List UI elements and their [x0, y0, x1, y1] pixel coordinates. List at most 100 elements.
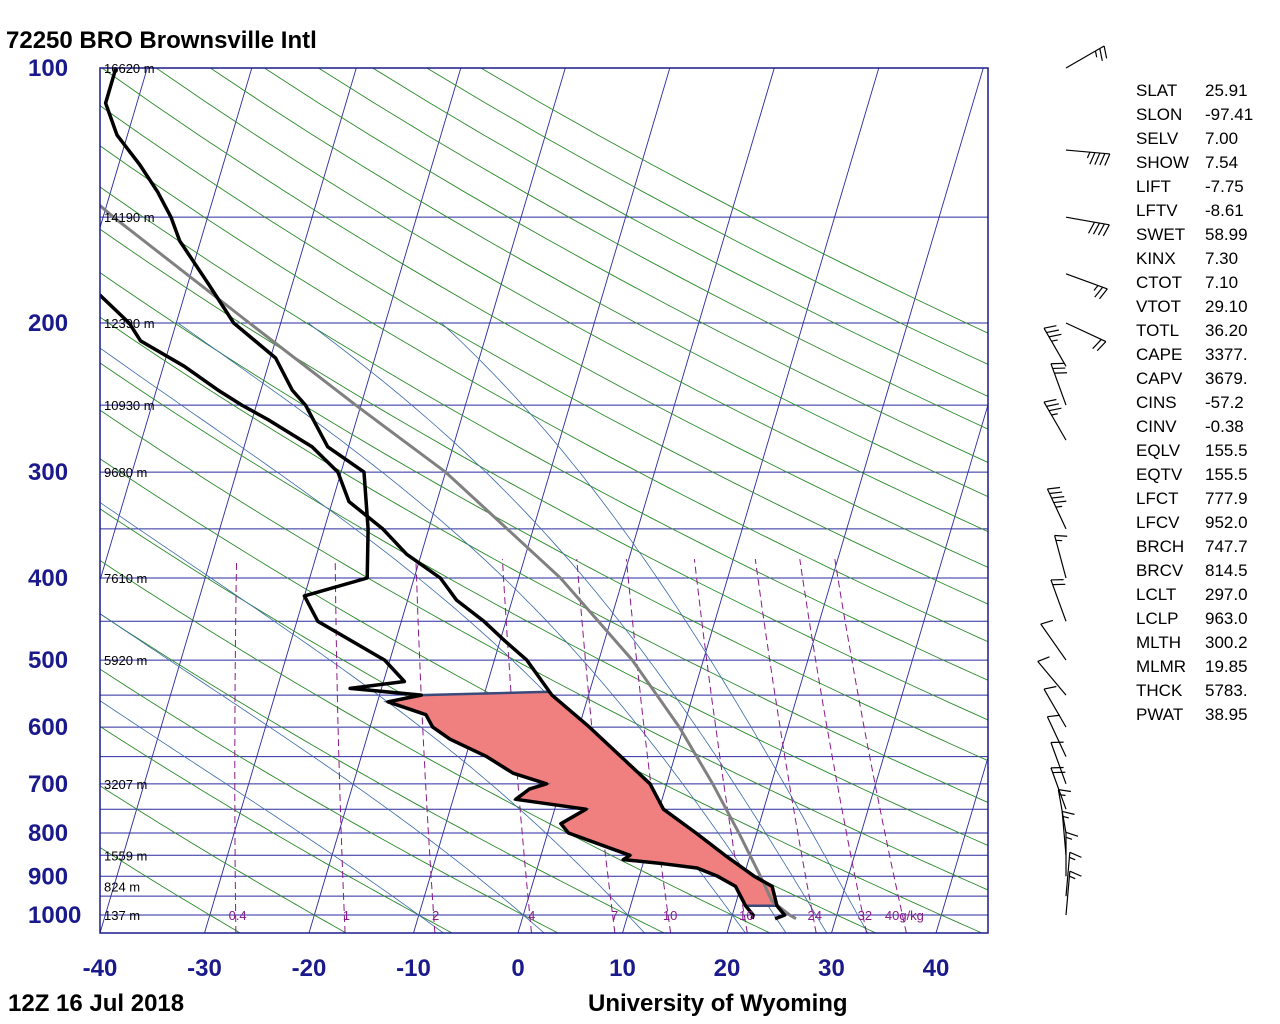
wind-barb: [1054, 534, 1068, 579]
index-value: 814.5: [1205, 561, 1248, 580]
index-value: 58.99: [1205, 225, 1248, 244]
dry-adiabat-line: [100, 559, 771, 933]
index-value: 19.85: [1205, 657, 1248, 676]
index-name: BRCH: [1136, 537, 1184, 556]
index-value: 777.9: [1205, 489, 1248, 508]
index-value: -97.41: [1205, 105, 1253, 124]
index-value: 7.10: [1205, 273, 1238, 292]
wind-barb: [1065, 870, 1082, 916]
wind-barb-flag: [1048, 407, 1062, 412]
isotherm-line: [622, 68, 880, 933]
wind-barb-flag: [1104, 153, 1111, 166]
wind-barb-flag: [1054, 534, 1068, 537]
mixing-ratio-label: 10: [663, 908, 677, 923]
index-name: BRCV: [1136, 561, 1184, 580]
mixing-ratio-label: 1: [343, 908, 350, 923]
index-name: PWAT: [1136, 705, 1183, 724]
isotherm-line: [100, 68, 357, 933]
isotherm-line: [308, 68, 566, 933]
mixing-ratio-line: [834, 559, 907, 933]
index-name: SELV: [1136, 129, 1179, 148]
cape-area: [383, 690, 779, 907]
index-value: 7.54: [1205, 153, 1238, 172]
isotherm-line: [0, 68, 43, 933]
wind-barb: [1050, 741, 1067, 785]
wind-barb-shaft: [1065, 273, 1108, 290]
index-value: -8.61: [1205, 201, 1244, 220]
mixing-ratio-label: 40g/kg: [885, 908, 924, 923]
wind-barb: [1061, 810, 1075, 856]
wind-barb-shaft: [1054, 535, 1067, 579]
wind-barb-shaft: [1050, 742, 1067, 785]
wind-barb-shaft: [1061, 811, 1067, 856]
wind-barb: [1057, 789, 1071, 834]
wind-barb-shaft: [1057, 789, 1067, 834]
dry-adiabat-line: [264, 68, 988, 463]
wind-barb: [1050, 766, 1067, 810]
wind-barb-shaft: [1046, 716, 1067, 757]
index-name: SLON: [1136, 105, 1182, 124]
isotherm-line: [204, 68, 462, 933]
wind-barb-half-flag: [1055, 505, 1063, 508]
wind-barb-half-flag: [1086, 151, 1091, 159]
wind-barb-flag: [1096, 341, 1107, 352]
mixing-ratio-line: [693, 559, 748, 933]
dry-adiabat-line: [101, 68, 988, 568]
dry-adiabat-line: [100, 105, 988, 605]
sounding-profiles: [100, 68, 797, 921]
index-name: CAPE: [1136, 345, 1182, 364]
wind-barb-flag: [1043, 325, 1057, 329]
moist-adiabat-line: [100, 501, 645, 933]
isotherm-line: [935, 755, 988, 933]
wind-barb-half-flag: [1069, 856, 1076, 861]
height-label: 9680 m: [104, 465, 147, 480]
dry-adiabat-line: [100, 846, 241, 933]
wind-barb-shaft: [1043, 401, 1067, 441]
isotherm-line: [831, 403, 988, 933]
temperature-tick-label: -20: [292, 955, 327, 982]
wind-barb-flag: [1065, 831, 1079, 837]
wind-barb-flag: [1049, 491, 1063, 495]
moist-adiabat-line: [441, 322, 869, 933]
wind-barb: [1065, 831, 1079, 877]
index-value: 300.2: [1205, 633, 1248, 652]
wind-barb-flag: [1051, 495, 1065, 499]
index-name: LCLP: [1136, 609, 1179, 628]
mixing-ratio-label: 16: [739, 908, 753, 923]
index-name: EQTV: [1136, 465, 1183, 484]
plot-frame: [99, 67, 989, 934]
wind-barb-shaft: [1065, 45, 1105, 69]
index-name: MLTH: [1136, 633, 1181, 652]
dry-adiabat-line: [100, 725, 453, 933]
index-name: LFTV: [1136, 201, 1178, 220]
observation-time: 12Z 16 Jul 2018: [8, 990, 184, 1017]
wind-barb-half-flag: [1051, 339, 1058, 342]
index-value: 36.20: [1205, 321, 1248, 340]
index-value: -7.75: [1205, 177, 1244, 196]
index-value: 155.5: [1205, 465, 1248, 484]
index-value: 38.95: [1205, 705, 1248, 724]
wind-barb-flag: [1053, 500, 1067, 504]
wind-barb-shaft: [1065, 216, 1110, 226]
dry-adiabat-line: [100, 613, 665, 933]
temperature-tick-label: 20: [714, 955, 741, 982]
wind-barb: [1050, 362, 1068, 406]
isotherm-line: [100, 68, 148, 230]
temperature-tick-label: -40: [83, 955, 118, 982]
wind-barb-flag: [1062, 810, 1075, 815]
wind-barb-flag: [1047, 486, 1061, 490]
dry-adiabat-line: [210, 68, 988, 498]
dry-adiabat-line: [100, 508, 877, 933]
wind-barb: [1065, 322, 1107, 352]
dry-adiabat-line: [100, 362, 988, 847]
wind-barb-shaft: [1050, 579, 1067, 622]
index-name: CINS: [1136, 393, 1177, 412]
index-name: VTOT: [1136, 297, 1181, 316]
index-name: LIFT: [1136, 177, 1171, 196]
wind-barb-shaft: [1065, 149, 1110, 155]
mixing-ratio-label: 7: [611, 908, 618, 923]
index-name: THCK: [1136, 681, 1183, 700]
pressure-tick-label: 1000: [28, 902, 81, 929]
temperature-tick-label: 10: [609, 955, 636, 982]
temperature-tick-label: 30: [818, 955, 845, 982]
